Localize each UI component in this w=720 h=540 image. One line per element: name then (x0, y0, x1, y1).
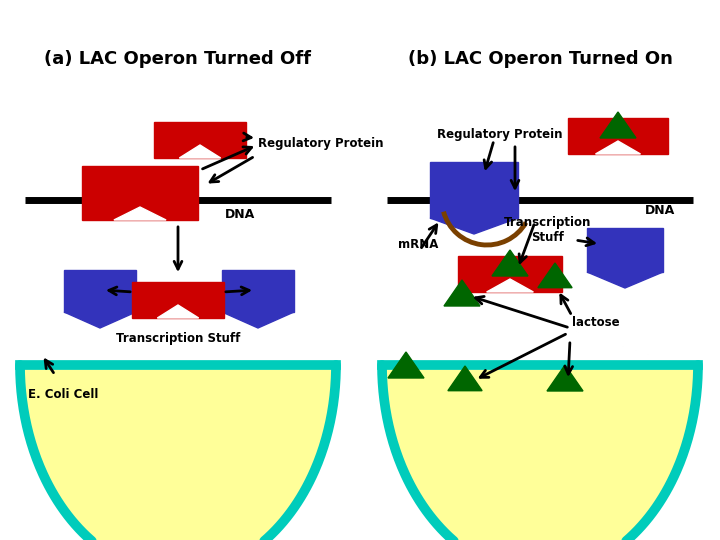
Bar (132, 282, 224, 318)
Bar (222, 270, 294, 312)
Text: Regulatory Protein: Regulatory Protein (258, 138, 384, 151)
Polygon shape (492, 250, 528, 276)
Bar (154, 122, 246, 158)
Polygon shape (538, 263, 572, 288)
Bar (568, 118, 668, 154)
Text: mRNA: mRNA (398, 238, 438, 251)
Polygon shape (157, 305, 199, 318)
Polygon shape (487, 279, 534, 292)
Polygon shape (64, 312, 136, 328)
Text: Transcription Stuff: Transcription Stuff (116, 332, 240, 345)
Text: lactose: lactose (572, 315, 620, 328)
Polygon shape (587, 272, 663, 288)
Polygon shape (20, 365, 336, 540)
Bar (587, 228, 663, 272)
Polygon shape (388, 352, 424, 378)
Polygon shape (430, 218, 518, 234)
Bar (458, 256, 562, 292)
Bar (64, 270, 136, 312)
Polygon shape (179, 145, 221, 158)
Text: (a) LAC Operon Turned Off: (a) LAC Operon Turned Off (45, 50, 312, 68)
Polygon shape (222, 312, 294, 328)
Bar (82, 166, 198, 220)
Bar (430, 162, 518, 218)
Polygon shape (114, 207, 166, 220)
Text: Regulatory Protein: Regulatory Protein (437, 128, 563, 141)
Text: Transcription
Stuff: Transcription Stuff (504, 216, 592, 244)
Text: (b) LAC Operon Turned On: (b) LAC Operon Turned On (408, 50, 672, 68)
Polygon shape (448, 366, 482, 391)
Text: E. Coli Cell: E. Coli Cell (28, 388, 99, 401)
Polygon shape (595, 141, 641, 154)
Polygon shape (444, 280, 480, 306)
Polygon shape (600, 112, 636, 138)
Polygon shape (547, 365, 583, 391)
Text: DNA: DNA (645, 204, 675, 217)
Text: DNA: DNA (225, 208, 256, 221)
Polygon shape (382, 365, 698, 540)
